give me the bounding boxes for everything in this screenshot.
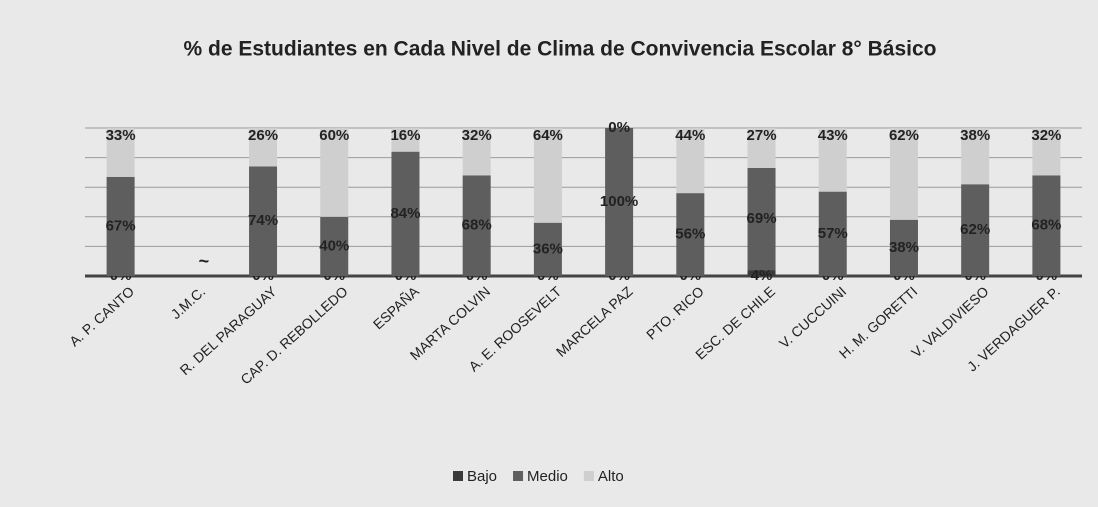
bar-segment <box>1032 128 1061 176</box>
data-label: 56% <box>675 226 705 243</box>
bar-segment <box>249 128 278 167</box>
bar-segment <box>320 128 349 217</box>
bar-segment <box>106 176 135 276</box>
bar-segment <box>320 216 349 276</box>
data-label: 32% <box>462 127 492 144</box>
data-label: 0% <box>608 119 630 136</box>
bar-segment <box>249 166 278 276</box>
bar-segment <box>961 128 990 185</box>
data-label: 43% <box>818 127 848 144</box>
data-label: 16% <box>390 127 420 144</box>
bar-segment <box>462 175 491 276</box>
legend-label: Alto <box>598 468 624 485</box>
legend-swatch <box>513 471 524 481</box>
bar-segment <box>747 270 776 276</box>
legend-label: Bajo <box>467 468 497 485</box>
bar-segment <box>391 151 420 276</box>
data-label: 100% <box>600 193 638 210</box>
data-label: 84% <box>390 205 420 222</box>
bar-segment <box>533 222 562 276</box>
legend-swatch <box>453 471 463 481</box>
bar-segment <box>747 128 776 168</box>
chart-title: % de Estudiantes en Cada Nivel de Clima … <box>183 38 936 61</box>
data-label: 38% <box>889 239 919 256</box>
data-label: 62% <box>960 221 990 238</box>
legend-label: Medio <box>527 468 568 485</box>
data-label: 69% <box>747 210 777 227</box>
data-label: 57% <box>818 225 848 242</box>
data-label: 26% <box>248 127 278 144</box>
data-label: 38% <box>960 127 990 144</box>
legend-swatch <box>583 471 594 481</box>
data-label: 74% <box>248 212 278 229</box>
bar-segment <box>747 167 776 271</box>
bar-segment <box>391 128 420 152</box>
bar-segment <box>533 128 562 223</box>
bar-segment <box>605 128 634 276</box>
bar-segment <box>106 128 135 177</box>
data-label: 68% <box>462 217 492 234</box>
data-label: 44% <box>675 127 705 144</box>
bar-segment <box>676 193 705 276</box>
data-label: 67% <box>106 217 136 234</box>
data-label: 32% <box>1031 127 1061 144</box>
data-label: 40% <box>319 237 349 254</box>
annotation: ~ <box>199 251 210 271</box>
data-label: 33% <box>106 127 136 144</box>
data-label: 68% <box>1031 217 1061 234</box>
bar-segment <box>818 128 847 192</box>
data-label: 27% <box>747 127 777 144</box>
data-label: 60% <box>319 127 349 144</box>
bar-segment <box>1032 175 1061 276</box>
bar-segment <box>889 219 918 276</box>
data-label: 36% <box>533 240 563 257</box>
bar-segment <box>676 128 705 194</box>
bar-segment <box>462 128 491 176</box>
data-label: 62% <box>889 127 919 144</box>
data-label: 4% <box>751 267 773 284</box>
bar-segment <box>961 184 990 276</box>
bar-segment <box>889 128 918 220</box>
bar-segment <box>818 191 847 276</box>
data-label: 64% <box>533 127 563 144</box>
